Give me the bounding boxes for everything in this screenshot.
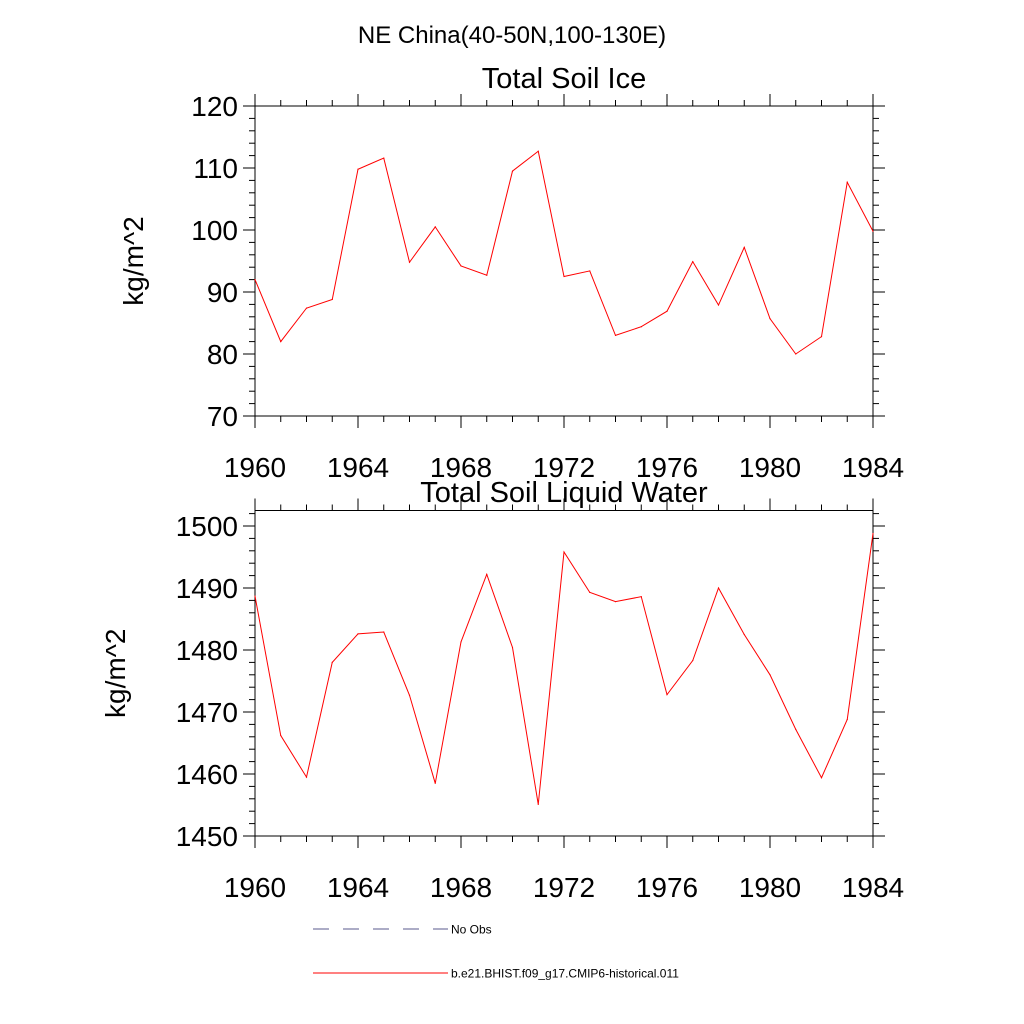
x-tick-label: 1972 bbox=[533, 872, 595, 903]
data-point bbox=[717, 304, 720, 306]
x-tick-label: 1960 bbox=[224, 452, 286, 483]
panel-total-soil-liquid-water: Total Soil Liquid Water14501460147014801… bbox=[100, 477, 904, 903]
data-point bbox=[872, 532, 874, 535]
plot-frame bbox=[254, 510, 874, 837]
data-point bbox=[872, 230, 874, 232]
data-point bbox=[666, 694, 668, 696]
data-point bbox=[769, 318, 771, 320]
x-tick-label: 1980 bbox=[739, 452, 801, 483]
data-point bbox=[383, 157, 385, 159]
x-tick-label: 1984 bbox=[842, 872, 904, 903]
data-point bbox=[743, 246, 745, 248]
data-point bbox=[640, 326, 642, 328]
y-tick-label: 80 bbox=[207, 339, 238, 370]
data-point bbox=[511, 646, 514, 649]
data-point bbox=[460, 265, 462, 267]
panel-title: Total Soil Ice bbox=[482, 63, 646, 95]
data-point bbox=[460, 641, 462, 643]
y-tick-label: 110 bbox=[193, 153, 238, 184]
data-point bbox=[795, 728, 797, 730]
x-tick-label: 1968 bbox=[430, 872, 492, 903]
data-point bbox=[305, 776, 308, 778]
data-point bbox=[820, 336, 823, 338]
y-tick-label: 1480 bbox=[176, 635, 238, 666]
data-point bbox=[589, 591, 591, 593]
data-point bbox=[408, 694, 411, 696]
data-point bbox=[511, 170, 514, 172]
y-tick-label: 90 bbox=[207, 277, 238, 308]
y-tick-label: 120 bbox=[191, 91, 238, 122]
x-tick-label: 1976 bbox=[636, 872, 698, 903]
y-axis-label: kg/m^2 bbox=[100, 629, 131, 718]
x-tick-label: 1980 bbox=[739, 872, 801, 903]
data-point bbox=[692, 659, 694, 662]
data-point bbox=[280, 341, 282, 343]
y-tick-label: 1450 bbox=[176, 821, 238, 852]
data-point bbox=[769, 674, 771, 676]
data-point bbox=[795, 353, 797, 355]
data-point bbox=[614, 601, 617, 603]
figure-title: NE China(40-50N,100-130E) bbox=[358, 22, 666, 49]
data-point bbox=[280, 734, 282, 737]
x-tick-label: 1972 bbox=[533, 452, 595, 483]
x-tick-label: 1960 bbox=[224, 872, 286, 903]
data-point bbox=[614, 334, 617, 336]
x-tick-label: 1968 bbox=[430, 452, 492, 483]
data-point bbox=[743, 633, 745, 636]
data-point bbox=[486, 274, 488, 276]
panel-total-soil-ice: Total Soil Ice 70 80 90 100 110 120 1960 1964 196… bbox=[118, 63, 904, 483]
plot-frame bbox=[254, 105, 874, 417]
legend-label-model: b.e21.BHIST.f09_g17.CMIP6-historical.011 bbox=[451, 967, 679, 981]
data-point bbox=[434, 226, 436, 228]
data-point bbox=[537, 150, 539, 152]
data-point bbox=[408, 261, 411, 263]
x-tick-label: 1984 bbox=[842, 452, 904, 483]
data-point bbox=[254, 279, 256, 281]
y-tick-label: 70 bbox=[207, 401, 238, 432]
data-point bbox=[717, 587, 720, 589]
y-tick-label: 1460 bbox=[176, 759, 238, 790]
data-point bbox=[331, 661, 333, 664]
data-point bbox=[563, 275, 565, 278]
data-point bbox=[434, 782, 436, 784]
x-tick-label: 1964 bbox=[327, 872, 389, 903]
data-point bbox=[537, 803, 539, 805]
y-axis-label: kg/m^2 bbox=[118, 216, 149, 305]
data-point bbox=[820, 777, 823, 779]
data-point bbox=[305, 307, 308, 309]
data-point bbox=[486, 573, 488, 575]
legend: No Obs b.e21.BHIST.f09_g17.CMIP6-histori… bbox=[313, 923, 679, 981]
data-point bbox=[357, 168, 359, 170]
y-tick-label: 1470 bbox=[176, 697, 238, 728]
data-point bbox=[589, 270, 591, 272]
data-point bbox=[692, 261, 694, 263]
legend-label-no-obs: No Obs bbox=[451, 923, 492, 937]
series-line bbox=[254, 533, 874, 805]
data-point bbox=[563, 551, 565, 553]
data-point bbox=[846, 181, 848, 183]
data-point bbox=[331, 298, 333, 301]
data-point bbox=[357, 633, 359, 635]
y-tick-label: 1490 bbox=[176, 573, 238, 604]
y-tick-label: 100 bbox=[191, 215, 238, 246]
x-tick-label: 1976 bbox=[636, 452, 698, 483]
y-tick-label: 1500 bbox=[176, 511, 238, 542]
data-point bbox=[640, 596, 642, 598]
data-point bbox=[666, 310, 668, 312]
series-line bbox=[254, 150, 874, 355]
x-tick-label: 1964 bbox=[327, 452, 389, 483]
data-point bbox=[846, 718, 848, 721]
data-point bbox=[383, 631, 385, 633]
data-point bbox=[254, 595, 256, 597]
